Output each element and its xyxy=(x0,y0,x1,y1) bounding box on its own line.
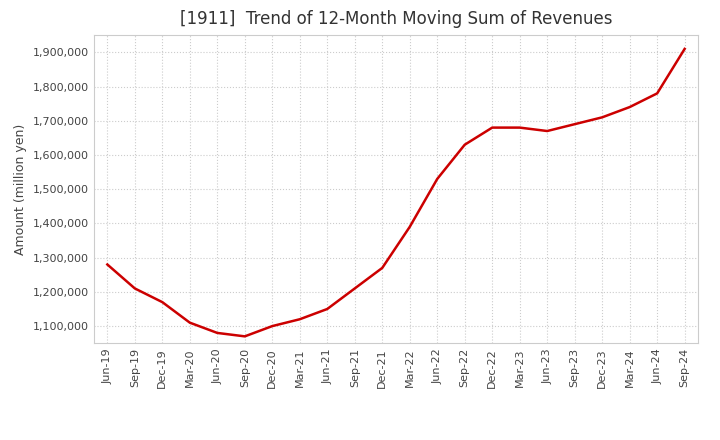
Y-axis label: Amount (million yen): Amount (million yen) xyxy=(14,124,27,255)
Title: [1911]  Trend of 12-Month Moving Sum of Revenues: [1911] Trend of 12-Month Moving Sum of R… xyxy=(180,10,612,28)
